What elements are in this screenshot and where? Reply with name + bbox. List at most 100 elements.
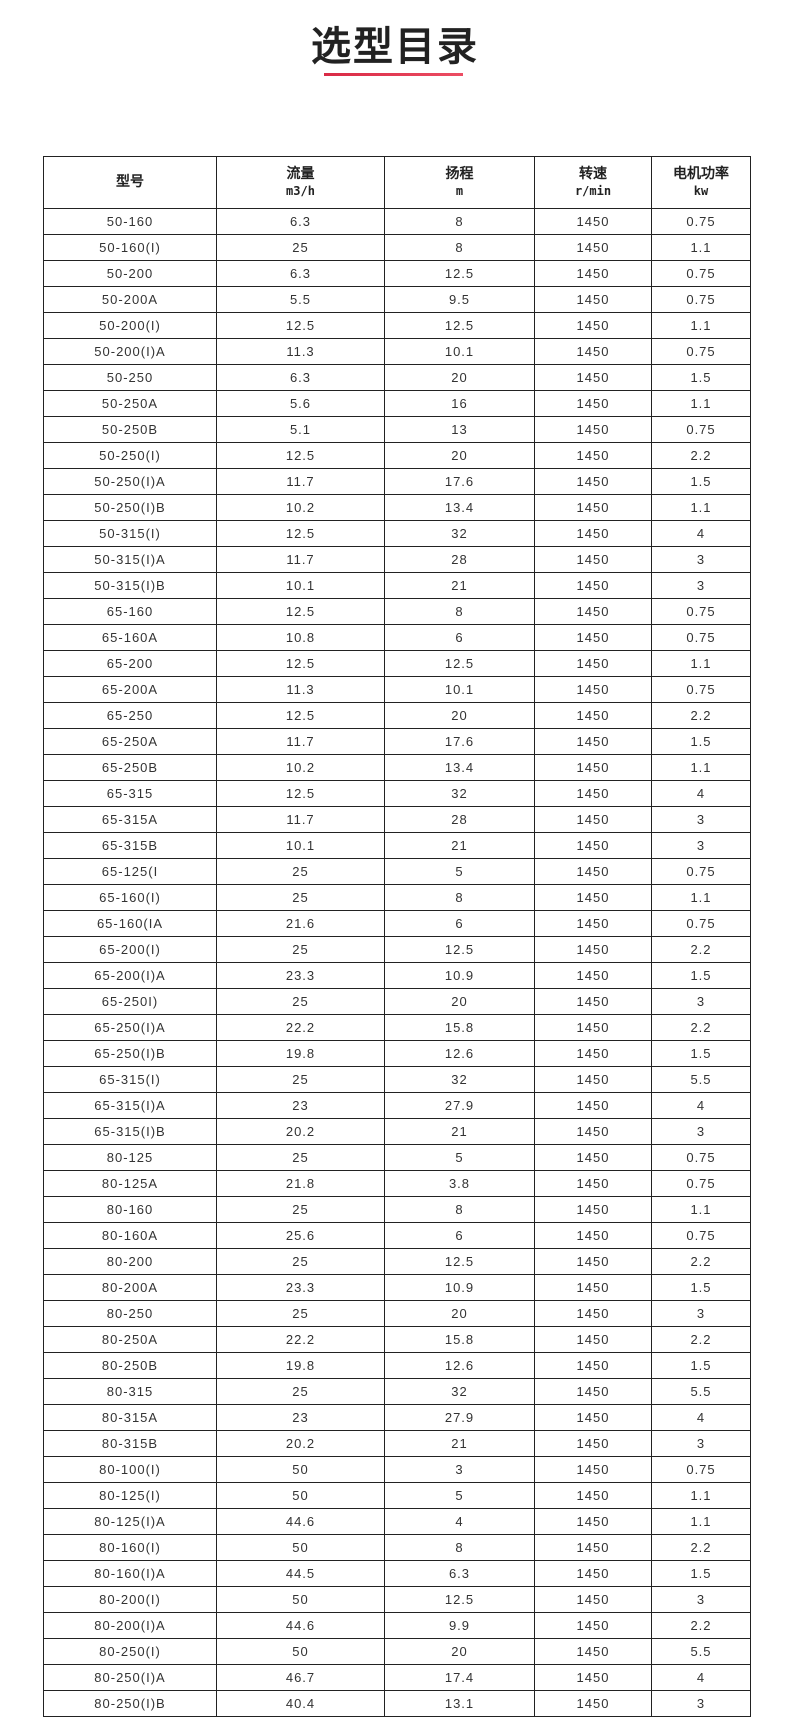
table-row: 80-125(I)A 44.6 4 1450 1.1	[43, 1508, 751, 1535]
table-row: 65-200(I) 25 12.5 1450 2.2	[43, 936, 751, 963]
cell-speed: 1450	[534, 520, 652, 547]
table-row: 65-315 12.5 32 1450 4	[43, 780, 751, 807]
cell-power: 3	[651, 1300, 751, 1327]
cell-model: 65-250(I)A	[43, 1014, 217, 1041]
table-row: 50-315(I) 12.5 32 1450 4	[43, 520, 751, 547]
cell-model: 50-250	[43, 364, 217, 391]
table-row: 65-125(I 25 5 1450 0.75	[43, 858, 751, 885]
table-row: 65-160 12.5 8 1450 0.75	[43, 598, 751, 625]
cell-power: 3	[651, 1430, 751, 1457]
cell-speed: 1450	[534, 780, 652, 807]
cell-flow: 19.8	[216, 1352, 385, 1379]
cell-power: 3	[651, 572, 751, 599]
cell-power: 0.75	[651, 598, 751, 625]
cell-speed: 1450	[534, 338, 652, 365]
cell-flow: 25.6	[216, 1222, 385, 1249]
cell-speed: 1450	[534, 1560, 652, 1587]
cell-speed: 1450	[534, 572, 652, 599]
cell-head: 12.5	[384, 312, 535, 339]
table-row: 50-250(I) 12.5 20 1450 2.2	[43, 442, 751, 469]
cell-speed: 1450	[534, 1508, 652, 1535]
table-row: 80-315 25 32 1450 5.5	[43, 1378, 751, 1405]
table-row: 80-160(I) 50 8 1450 2.2	[43, 1534, 751, 1561]
table-row: 65-250(I)A 22.2 15.8 1450 2.2	[43, 1014, 751, 1041]
cell-head: 8	[384, 598, 535, 625]
cell-power: 0.75	[651, 260, 751, 287]
cell-model: 65-315(I)B	[43, 1118, 217, 1145]
cell-speed: 1450	[534, 936, 652, 963]
cell-head: 10.9	[384, 1274, 535, 1301]
cell-flow: 12.5	[216, 780, 385, 807]
cell-model: 80-160(I)	[43, 1534, 217, 1561]
cell-model: 80-200(I)A	[43, 1612, 217, 1639]
cell-model: 80-315	[43, 1378, 217, 1405]
cell-model: 80-200(I)	[43, 1586, 217, 1613]
table-row: 80-160A 25.6 6 1450 0.75	[43, 1222, 751, 1249]
cell-speed: 1450	[534, 1534, 652, 1561]
cell-speed: 1450	[534, 728, 652, 755]
cell-flow: 11.7	[216, 546, 385, 573]
cell-model: 65-200	[43, 650, 217, 677]
table-row: 80-250B 19.8 12.6 1450 1.5	[43, 1352, 751, 1379]
cell-model: 65-160	[43, 598, 217, 625]
cell-power: 0.75	[651, 676, 751, 703]
table-row: 65-160(I) 25 8 1450 1.1	[43, 884, 751, 911]
cell-head: 32	[384, 780, 535, 807]
cell-speed: 1450	[534, 1352, 652, 1379]
cell-flow: 50	[216, 1482, 385, 1509]
cell-speed: 1450	[534, 1248, 652, 1275]
cell-flow: 50	[216, 1534, 385, 1561]
cell-speed: 1450	[534, 858, 652, 885]
cell-head: 8	[384, 208, 535, 235]
cell-power: 0.75	[651, 208, 751, 235]
cell-flow: 10.1	[216, 572, 385, 599]
cell-model: 80-125	[43, 1144, 217, 1171]
cell-model: 65-315A	[43, 806, 217, 833]
cell-power: 3	[651, 546, 751, 573]
cell-head: 13.4	[384, 494, 535, 521]
cell-power: 1.1	[651, 234, 751, 261]
cell-speed: 1450	[534, 676, 652, 703]
cell-head: 13.1	[384, 1690, 535, 1717]
cell-power: 1.1	[651, 390, 751, 417]
cell-head: 12.5	[384, 1248, 535, 1275]
cell-model: 65-200(I)A	[43, 962, 217, 989]
cell-flow: 12.5	[216, 702, 385, 729]
table-row: 50-315(I)B 10.1 21 1450 3	[43, 572, 751, 599]
cell-power: 4	[651, 1404, 751, 1431]
cell-speed: 1450	[534, 910, 652, 937]
cell-speed: 1450	[534, 624, 652, 651]
cell-flow: 46.7	[216, 1664, 385, 1691]
table-row: 65-315(I)B 20.2 21 1450 3	[43, 1118, 751, 1145]
cell-speed: 1450	[534, 988, 652, 1015]
table-row: 80-250A 22.2 15.8 1450 2.2	[43, 1326, 751, 1353]
header-power: 电机功率 kw	[651, 156, 751, 209]
header-model: 型号	[43, 156, 217, 209]
table-row: 65-315B 10.1 21 1450 3	[43, 832, 751, 859]
cell-power: 4	[651, 780, 751, 807]
cell-head: 6	[384, 910, 535, 937]
table-row: 50-160 6.3 8 1450 0.75	[43, 208, 751, 235]
header-label: 转速	[579, 165, 607, 182]
cell-flow: 11.7	[216, 728, 385, 755]
cell-head: 20	[384, 442, 535, 469]
header-unit: r/min	[574, 183, 612, 198]
table-row: 50-250B 5.1 13 1450 0.75	[43, 416, 751, 443]
cell-model: 65-315(I)	[43, 1066, 217, 1093]
cell-model: 50-250A	[43, 390, 217, 417]
table-row: 50-200 6.3 12.5 1450 0.75	[43, 260, 751, 287]
cell-speed: 1450	[534, 806, 652, 833]
cell-power: 1.1	[651, 884, 751, 911]
cell-flow: 44.6	[216, 1508, 385, 1535]
cell-flow: 10.1	[216, 832, 385, 859]
table-row: 80-125A 21.8 3.8 1450 0.75	[43, 1170, 751, 1197]
cell-head: 5	[384, 858, 535, 885]
cell-head: 12.6	[384, 1352, 535, 1379]
cell-power: 1.5	[651, 364, 751, 391]
cell-flow: 6.3	[216, 364, 385, 391]
cell-head: 8	[384, 1196, 535, 1223]
cell-power: 0.75	[651, 858, 751, 885]
cell-flow: 5.5	[216, 286, 385, 313]
cell-power: 2.2	[651, 442, 751, 469]
cell-power: 2.2	[651, 1014, 751, 1041]
